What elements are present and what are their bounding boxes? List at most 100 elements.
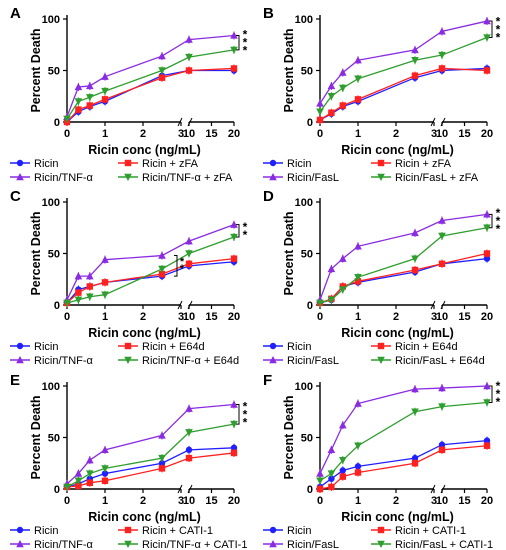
data-point: [74, 469, 83, 477]
data-point: [185, 429, 193, 437]
data-point: [316, 299, 324, 307]
legend: Ricin Ricin + E64d Ricin/FasL Ricin/FasL + …: [263, 341, 485, 367]
data-point: [327, 93, 336, 101]
x-axis-label: Ricin conc (ng/mL): [88, 510, 201, 524]
data-point: [230, 233, 238, 242]
data-point: [483, 399, 491, 407]
legend-item: Ricin + E64d: [118, 341, 205, 353]
legend-marker: [377, 526, 385, 534]
x-tick-label: 2: [393, 311, 399, 323]
x-axis-label: Ricin conc (ng/mL): [341, 326, 454, 340]
y-tick-label: 50: [301, 249, 313, 261]
data-point: [101, 445, 109, 454]
legend-marker: [124, 173, 132, 181]
y-tick-label: 100: [42, 381, 60, 393]
legend-marker: [269, 356, 277, 364]
data-point: [354, 56, 362, 64]
data-point: [158, 460, 166, 467]
data-point: [327, 81, 336, 90]
data-point: [328, 483, 335, 491]
x-tick-label: 0: [317, 128, 323, 140]
data-point: [483, 442, 491, 449]
data-point: [438, 51, 446, 60]
data-point: [86, 283, 93, 290]
data-point: [327, 264, 336, 273]
legend-item: Ricin: [10, 341, 58, 353]
data-point: [316, 116, 324, 124]
data-point: [438, 403, 446, 411]
data-point: [185, 35, 193, 43]
legend-marker: [124, 540, 132, 548]
data-point: [230, 449, 238, 457]
y-axis-label: Percent Death: [282, 211, 296, 295]
significance-star: *: [496, 14, 501, 28]
data-point: [483, 17, 491, 25]
data-point: [438, 65, 446, 72]
x-tick-label: 1: [102, 128, 108, 140]
data-point: [74, 82, 83, 91]
y-tick-label: 0: [54, 300, 60, 312]
x-tick-label: 3: [431, 128, 437, 140]
x-axis-label: Ricin conc (ng/mL): [341, 510, 454, 524]
data-point: [411, 57, 419, 65]
data-point: [86, 293, 94, 301]
legend-item: Ricin + CATI-1: [118, 525, 213, 537]
data-point: [185, 53, 193, 62]
panel-label: F: [263, 372, 272, 389]
x-axis-label: Ricin conc (ng/mL): [88, 326, 201, 340]
data-point: [411, 72, 419, 79]
y-tick-label: 100: [295, 14, 313, 26]
significance-stars: * * *: [496, 379, 501, 409]
legend: Ricin Ricin + E64d Ricin/TNF-α Ricin/TNF-α …: [10, 341, 239, 367]
legend: Ricin Ricin + zFA Ricin/FasL Ricin/FasL + z…: [263, 158, 479, 184]
data-point: [354, 399, 362, 407]
legend-label: Ricin + CATI-1: [395, 525, 466, 537]
significance-star: *: [180, 256, 185, 268]
series-3: [63, 233, 238, 307]
significance-star: *: [496, 395, 501, 409]
data-point: [316, 108, 324, 116]
x-tick-label: 10: [436, 311, 448, 323]
legend-marker: [269, 173, 277, 181]
x-tick-label: 2: [140, 128, 146, 140]
significance-star: *: [496, 222, 501, 236]
significance-star: *: [243, 44, 248, 58]
data-point: [411, 460, 419, 467]
x-tick-label: 10: [436, 495, 448, 507]
data-point: [74, 296, 83, 304]
legend-marker: [377, 342, 385, 350]
data-point: [354, 463, 362, 470]
data-point: [411, 228, 419, 237]
x-tick-label: 3: [178, 128, 184, 140]
series-3: [316, 33, 491, 116]
data-point: [339, 467, 346, 474]
data-point: [74, 272, 83, 280]
data-point: [101, 291, 109, 299]
legend-label: Ricin: [34, 341, 58, 353]
x-tick-label: 20: [481, 495, 493, 507]
legend-marker: [269, 342, 277, 350]
data-point: [75, 106, 82, 113]
significance-star: *: [243, 28, 248, 42]
data-point: [316, 469, 324, 477]
x-tick-label: 10: [436, 128, 448, 140]
data-point: [316, 99, 324, 107]
legend-item: Ricin/FasL + CATI-1: [371, 539, 493, 550]
significance-star: *: [243, 36, 248, 50]
panel-label: D: [263, 188, 274, 205]
legend-marker: [16, 173, 24, 181]
x-tick-label: 15: [205, 495, 217, 507]
x-tick-label: 20: [228, 128, 240, 140]
legend-label: Ricin/FasL: [287, 172, 339, 184]
y-axis-label: Percent Death: [29, 395, 43, 479]
x-tick-label: 3: [178, 495, 184, 507]
panel-label: B: [263, 5, 274, 22]
y-tick-label: 0: [54, 117, 60, 129]
data-point: [339, 286, 347, 294]
significance-bracket: [489, 213, 493, 229]
x-tick-label: 15: [205, 128, 217, 140]
x-tick-label: 15: [458, 128, 470, 140]
significance-star: *: [496, 22, 501, 36]
significance-stars: * *: [243, 220, 248, 242]
chart-panel-b: B Percent Death 0 50 100 0 1 2 310 15 20 Ricin conc…: [263, 5, 501, 184]
